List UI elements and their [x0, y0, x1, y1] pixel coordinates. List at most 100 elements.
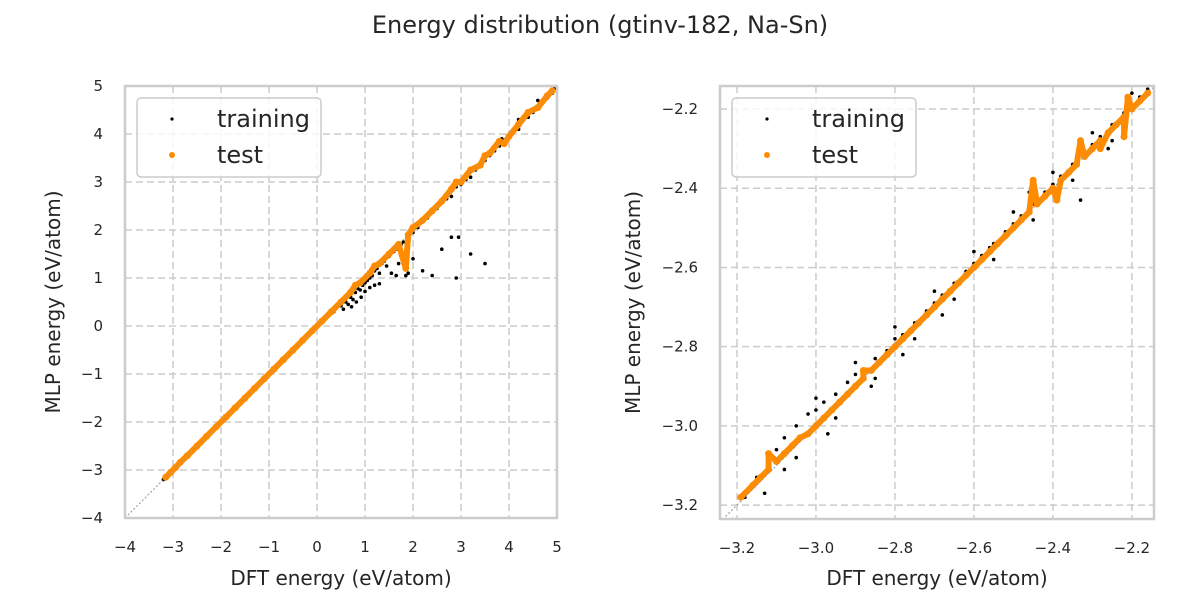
right-plot: −3.2 −3.0 −2.8 −2.6 −2.4 −2.2 −3.2 −3.0 −2.8 −2.6… [621, 84, 1156, 590]
x-tick-label: −3.0 [798, 539, 834, 557]
legend: training test [731, 97, 917, 178]
x-tick-label: −1 [258, 538, 280, 556]
y-tick-label: −2.6 [662, 258, 698, 276]
training-point [449, 194, 454, 199]
test-point [772, 458, 780, 466]
training-point [762, 491, 767, 496]
training-point [940, 313, 945, 317]
training-point [932, 289, 937, 294]
training-point [972, 249, 976, 254]
training-point [1078, 198, 1083, 202]
training-point [1110, 138, 1114, 143]
training-point [468, 175, 473, 179]
training-point [341, 307, 346, 312]
training-point [1070, 178, 1075, 183]
training-point [359, 295, 363, 300]
y-tick-label: −2.4 [662, 179, 698, 197]
test-point [1057, 176, 1065, 184]
x-tick-label: −2.8 [877, 539, 913, 557]
test-point [500, 140, 508, 148]
identity-line-overlay [125, 86, 557, 518]
test-point [481, 152, 489, 160]
test-point [796, 434, 804, 442]
training-point [782, 467, 787, 472]
test-point [447, 185, 455, 193]
identity-line-overlay [722, 86, 1154, 519]
test-point [1128, 105, 1136, 113]
training-point [536, 98, 540, 103]
training-point [893, 325, 897, 329]
training-point [456, 235, 461, 239]
training-point [468, 252, 473, 256]
test-point [371, 262, 379, 270]
training-point [396, 261, 401, 266]
legend-label-training: training [812, 105, 905, 133]
test-point [505, 132, 513, 140]
training-marker-icon [765, 117, 769, 121]
training-point [420, 269, 425, 273]
x-tick-label: −2.6 [956, 539, 992, 557]
legend-label-test: test [812, 141, 858, 169]
training-point [351, 297, 355, 302]
training-point [806, 412, 810, 416]
training-point [952, 297, 956, 301]
training-point [430, 273, 435, 278]
training-point [873, 356, 877, 361]
training-point [833, 392, 838, 397]
test-point [899, 335, 907, 343]
training-point [782, 435, 787, 440]
x-tick-label: 3 [456, 538, 466, 556]
training-point [869, 384, 874, 389]
test-point [765, 450, 773, 458]
x-tick-label: 4 [504, 538, 514, 556]
y-axis-label: MLP energy (eV/atom) [621, 191, 645, 414]
y-tick-label: −2 [81, 413, 103, 431]
training-point [826, 432, 830, 436]
legend-label-training: training [217, 105, 310, 133]
test-point [251, 384, 259, 392]
training-point [389, 271, 394, 276]
test-point [1096, 145, 1104, 153]
x-tick-label: −2 [210, 538, 232, 556]
y-tick-label: 2 [93, 221, 103, 239]
training-point [853, 372, 858, 377]
training-point [774, 447, 779, 452]
test-point [788, 442, 796, 450]
training-point [822, 400, 826, 404]
training-point [372, 283, 377, 288]
x-tick-label: −3.2 [719, 539, 755, 557]
training-point [912, 336, 917, 341]
test-point [765, 465, 773, 473]
training-point [845, 380, 850, 385]
y-axis-label: MLP energy (eV/atom) [41, 190, 65, 413]
test-point [347, 288, 355, 296]
training-point [411, 257, 415, 261]
test-point [524, 108, 532, 116]
training-point [1130, 91, 1134, 95]
test-point [171, 464, 179, 472]
test-point [1029, 176, 1037, 184]
x-tick-label: 5 [552, 538, 562, 556]
training-point [483, 261, 487, 266]
test-point [737, 493, 745, 501]
left-plot: −4 −3 −2 −1 0 1 2 3 4 5 −4 −3 −2 −1 0 1 2 3 4 5 DFT energy (… [41, 77, 562, 590]
test-point [402, 264, 410, 272]
test-point [1077, 137, 1085, 145]
figure-title: Energy distribution (gtinv-182, Na-Sn) [372, 11, 828, 39]
training-point [346, 302, 351, 307]
training-point [368, 285, 372, 290]
training-point [449, 235, 454, 239]
test-point [978, 256, 986, 264]
test-point [534, 104, 542, 112]
y-tick-label: 4 [93, 125, 103, 143]
plot-area [722, 86, 1154, 519]
test-point [1120, 133, 1128, 141]
test-marker-icon [764, 152, 770, 158]
test-point [351, 281, 359, 289]
test-point [859, 374, 867, 382]
training-point [394, 273, 399, 278]
plot-area [125, 86, 557, 518]
x-tick-label: −2.4 [1035, 539, 1071, 557]
training-point [853, 360, 858, 365]
